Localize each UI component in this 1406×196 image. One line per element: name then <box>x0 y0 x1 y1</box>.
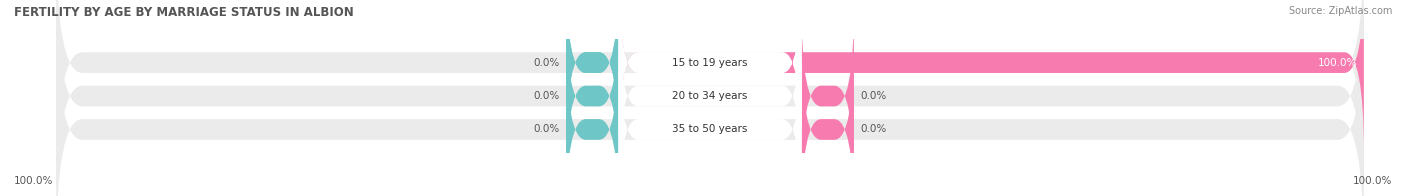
FancyBboxPatch shape <box>801 6 853 186</box>
Text: 0.0%: 0.0% <box>860 124 887 134</box>
Text: FERTILITY BY AGE BY MARRIAGE STATUS IN ALBION: FERTILITY BY AGE BY MARRIAGE STATUS IN A… <box>14 6 354 19</box>
FancyBboxPatch shape <box>567 6 619 186</box>
Text: 35 to 50 years: 35 to 50 years <box>672 124 748 134</box>
FancyBboxPatch shape <box>56 6 1364 196</box>
Text: 100.0%: 100.0% <box>14 176 53 186</box>
FancyBboxPatch shape <box>567 0 619 152</box>
Text: 20 to 34 years: 20 to 34 years <box>672 91 748 101</box>
Text: 0.0%: 0.0% <box>533 124 560 134</box>
FancyBboxPatch shape <box>619 0 801 152</box>
Text: 100.0%: 100.0% <box>1353 176 1392 186</box>
FancyBboxPatch shape <box>801 40 853 196</box>
FancyBboxPatch shape <box>619 6 801 186</box>
Text: 0.0%: 0.0% <box>860 91 887 101</box>
Text: 15 to 19 years: 15 to 19 years <box>672 58 748 68</box>
Text: Source: ZipAtlas.com: Source: ZipAtlas.com <box>1288 6 1392 16</box>
Text: 0.0%: 0.0% <box>533 58 560 68</box>
Text: 100.0%: 100.0% <box>1317 58 1357 68</box>
FancyBboxPatch shape <box>56 0 1364 196</box>
FancyBboxPatch shape <box>567 40 619 196</box>
Text: 0.0%: 0.0% <box>533 91 560 101</box>
FancyBboxPatch shape <box>619 0 1364 152</box>
FancyBboxPatch shape <box>619 40 801 196</box>
FancyBboxPatch shape <box>56 0 1364 186</box>
FancyBboxPatch shape <box>619 0 801 152</box>
FancyBboxPatch shape <box>567 0 619 152</box>
